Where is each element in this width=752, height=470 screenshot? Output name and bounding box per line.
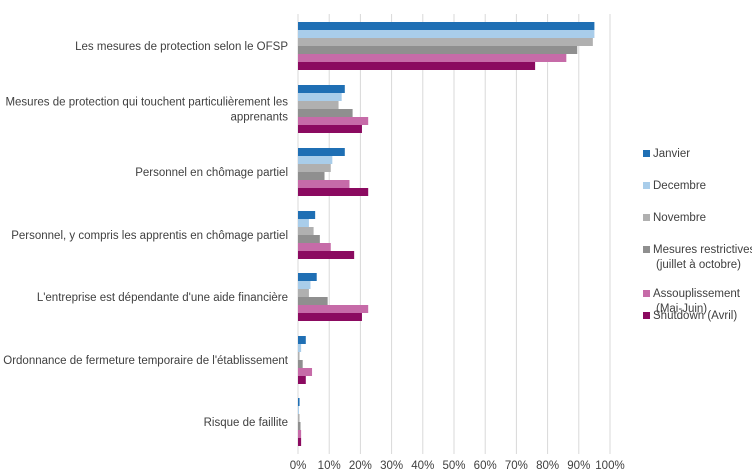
x-tick-label: 30% <box>380 460 403 470</box>
bar <box>298 46 578 54</box>
gridlines <box>297 14 611 454</box>
bar <box>298 313 362 321</box>
legend-label: Shutdown (Avril) <box>653 310 737 322</box>
bar <box>298 305 369 313</box>
bar <box>298 251 355 259</box>
x-tick-label: 90% <box>567 460 590 470</box>
x-tick-label: 20% <box>349 460 372 470</box>
bar <box>298 368 313 376</box>
bar <box>298 85 345 93</box>
category-label: Personnel en chômage partiel <box>135 167 288 179</box>
bar <box>298 219 309 227</box>
bar <box>298 336 306 344</box>
legend-label: Mesures restrictives (juillet à octobre) <box>653 244 752 271</box>
bar <box>298 211 316 219</box>
bar <box>298 438 302 446</box>
bar <box>298 101 339 109</box>
legend-label: Novembre <box>653 212 706 224</box>
x-axis-ticks: 0% 10% 20% 30% 40% 50% 60% 70% 80% 90% 100% <box>290 460 625 470</box>
legend-swatch <box>643 150 650 157</box>
bar <box>298 376 306 384</box>
bar <box>298 148 345 156</box>
x-tick-label: 60% <box>474 460 497 470</box>
legend-swatch <box>643 290 650 297</box>
bar <box>298 54 567 62</box>
bar <box>298 360 303 368</box>
x-tick-label: 40% <box>411 460 434 470</box>
x-tick-label: 80% <box>536 460 559 470</box>
bar <box>298 352 300 360</box>
bar <box>298 109 353 117</box>
bar <box>298 281 311 289</box>
category-label: Personnel, y compris les apprentis en ch… <box>11 230 288 242</box>
bar <box>298 422 301 430</box>
category-label: Risque de faillite <box>204 417 288 429</box>
bar <box>298 273 317 281</box>
x-tick-label: 0% <box>290 460 307 470</box>
bar <box>298 93 342 101</box>
bar <box>298 117 369 125</box>
legend-swatch <box>643 246 650 253</box>
bars <box>298 22 595 446</box>
bar <box>298 344 302 352</box>
bar <box>298 398 300 406</box>
x-tick-label: 70% <box>505 460 528 470</box>
bar <box>298 172 325 180</box>
legend-label: Assouplissement (Mai-Juin) <box>653 288 741 315</box>
bar <box>298 188 369 196</box>
bar <box>298 430 302 438</box>
bar <box>298 289 309 297</box>
x-tick-label: 10% <box>318 460 341 470</box>
bar <box>298 38 593 46</box>
bar <box>298 156 333 164</box>
bar <box>298 227 314 235</box>
bar <box>298 235 320 243</box>
x-tick-label: 50% <box>442 460 465 470</box>
bar <box>298 406 299 414</box>
bar <box>298 22 595 30</box>
bar <box>298 180 350 188</box>
legend-swatch <box>643 312 650 319</box>
legend-label: Janvier <box>653 148 690 160</box>
bar <box>298 297 328 305</box>
category-label: Ordonnance de fermeture temporaire de l'… <box>3 355 289 367</box>
category-label: Les mesures de protection selon le OFSP <box>75 41 288 53</box>
category-labels: Les mesures de protection selon le OFSP M… <box>3 41 289 429</box>
legend-swatch <box>643 214 650 221</box>
category-label: Mesures de protection qui touchent parti… <box>5 97 288 124</box>
bar <box>298 125 362 133</box>
legend: Janvier Decembre Novembre Mesures restricti… <box>643 148 752 322</box>
legend-label: Decembre <box>653 180 706 192</box>
category-label: L'entreprise est dépendante d'une aide f… <box>37 292 288 304</box>
bar <box>298 414 300 422</box>
legend-swatch <box>643 182 650 189</box>
bar <box>298 164 331 172</box>
x-tick-label: 100% <box>595 460 624 470</box>
bar <box>298 30 595 38</box>
bar <box>298 243 331 251</box>
bar <box>298 62 536 70</box>
